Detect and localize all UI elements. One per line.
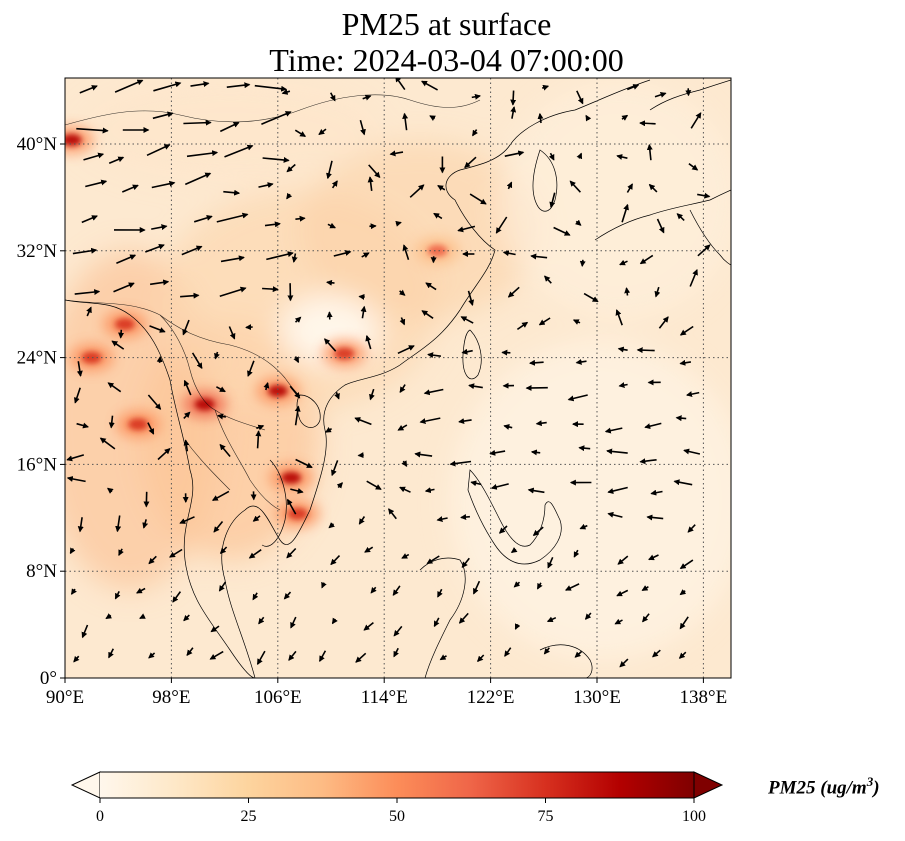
- wind-arrow: [359, 297, 364, 298]
- wind-arrow: [327, 282, 335, 283]
- pm25-hotspot-core: [288, 508, 308, 520]
- lat-tick-label: 40°N: [17, 134, 58, 155]
- lat-tick-label: 32°N: [17, 241, 58, 262]
- lat-tick-label: 24°N: [17, 348, 58, 369]
- lon-tick-label: 114°E: [361, 687, 408, 708]
- wind-arrow: [461, 517, 470, 518]
- pm25-hotspot-core: [268, 385, 288, 397]
- wind-arrow: [295, 218, 304, 219]
- colorbar-extend-min: [72, 772, 100, 798]
- colorbar-label-close: ): [873, 777, 879, 798]
- longitude-ticks: 90°E 98°E 106°E 114°E 122°E 130°E 138°E: [46, 678, 727, 708]
- wind-arrow: [160, 357, 161, 363]
- colorbar-tick-label: 50: [389, 808, 405, 825]
- colorbar-label: PM25 (ug/m3): [768, 774, 880, 799]
- colorbar-extend-max: [694, 772, 722, 798]
- pm25-hotspot-core: [82, 352, 102, 364]
- lon-tick-label: 106°E: [254, 687, 302, 708]
- wind-arrow: [540, 114, 541, 123]
- lon-tick-label: 98°E: [152, 687, 190, 708]
- map-panel: [40, 77, 750, 678]
- lat-tick-label: 8°N: [26, 561, 57, 582]
- colorbar-gradient: [100, 772, 694, 798]
- colorbar-label-text: PM25 (ug/m: [768, 777, 867, 798]
- lon-tick-label: 138°E: [680, 687, 728, 708]
- colorbar-ticks: 0 25 50 75 100: [96, 798, 706, 825]
- wind-arrow: [638, 350, 655, 351]
- lat-tick-label: 16°N: [17, 454, 58, 475]
- wind-arrow: [530, 362, 544, 363]
- latitude-ticks: 0° 8°N 16°N 24°N 32°N 40°N: [17, 134, 65, 689]
- lat-tick-label: 0°: [40, 668, 57, 689]
- colorbar-tick-label: 25: [241, 808, 257, 825]
- lon-tick-label: 122°E: [467, 687, 515, 708]
- pm25-hotspot-core: [195, 398, 215, 410]
- wind-arrow: [640, 123, 656, 124]
- wind-arrow: [532, 452, 540, 453]
- lon-tick-label: 130°E: [573, 687, 621, 708]
- wind-arrow: [677, 418, 687, 419]
- wind-arrow: [513, 91, 514, 105]
- wind-arrow: [262, 289, 278, 290]
- wind-arrow: [582, 260, 583, 266]
- wind-arrow: [258, 431, 259, 448]
- colorbar: 0 25 50 75 100: [72, 772, 722, 825]
- colorbar-tick-label: 0: [96, 808, 104, 825]
- wind-arrow: [121, 330, 122, 338]
- colorbar-tick-label: 75: [538, 808, 554, 825]
- pm25-hotspot-core: [281, 472, 301, 484]
- colorbar-tick-label: 100: [682, 808, 706, 825]
- wind-arrow: [183, 123, 210, 124]
- wind-arrow: [579, 448, 590, 449]
- pm25-hotspot-core: [128, 418, 148, 430]
- wind-arrow: [627, 288, 628, 295]
- lon-tick-label: 90°E: [46, 687, 84, 708]
- pm25-hotspot-core: [115, 318, 135, 330]
